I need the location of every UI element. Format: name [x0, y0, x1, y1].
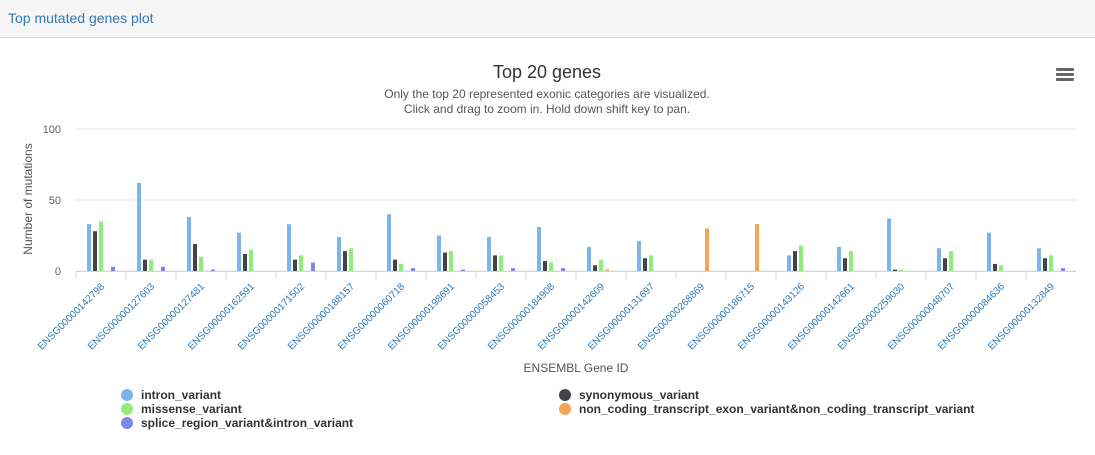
- bar[interactable]: [1049, 255, 1053, 271]
- bar[interactable]: [899, 269, 903, 271]
- bar[interactable]: [511, 268, 515, 271]
- bar[interactable]: [837, 246, 841, 271]
- bar[interactable]: [411, 268, 415, 271]
- bar[interactable]: [543, 261, 547, 271]
- y-tick-label: 0: [55, 266, 61, 278]
- bar[interactable]: [461, 269, 465, 271]
- panel-title-link[interactable]: Top mutated genes plot: [8, 10, 154, 26]
- bar[interactable]: [787, 255, 791, 271]
- bar[interactable]: [311, 262, 315, 271]
- bar[interactable]: [887, 218, 891, 271]
- bar-chart[interactable]: Top 20 genes Only the top 20 represented…: [0, 39, 1095, 450]
- bar[interactable]: [237, 232, 241, 271]
- bar[interactable]: [943, 258, 947, 271]
- bar[interactable]: [793, 251, 797, 271]
- bar[interactable]: [161, 266, 165, 271]
- bar[interactable]: [143, 259, 147, 271]
- chart-container[interactable]: Top 20 genes Only the top 20 represented…: [0, 39, 1095, 450]
- bar[interactable]: [299, 255, 303, 271]
- bar[interactable]: [537, 226, 541, 271]
- bar[interactable]: [137, 182, 141, 271]
- legend-item[interactable]: intron_variant: [121, 388, 221, 402]
- bar[interactable]: [187, 217, 191, 271]
- y-tick-label: 100: [43, 124, 61, 136]
- bar[interactable]: [87, 224, 91, 271]
- bar[interactable]: [387, 214, 391, 271]
- bar[interactable]: [199, 256, 203, 271]
- bar[interactable]: [605, 269, 609, 271]
- bar[interactable]: [111, 266, 115, 271]
- bar[interactable]: [799, 245, 803, 271]
- bar[interactable]: [637, 241, 641, 271]
- legend-symbol: [121, 389, 133, 401]
- bar[interactable]: [1061, 268, 1065, 271]
- bar[interactable]: [149, 259, 153, 271]
- bar[interactable]: [487, 236, 491, 271]
- bar[interactable]: [593, 265, 597, 271]
- legend-item[interactable]: non_coding_transcript_exon_variant&non_c…: [559, 402, 974, 416]
- bar[interactable]: [349, 248, 353, 271]
- bar[interactable]: [449, 251, 453, 271]
- bar[interactable]: [211, 269, 215, 271]
- chart-subtitle-line-1: Only the top 20 represented exonic categ…: [384, 87, 710, 101]
- bar[interactable]: [287, 224, 291, 271]
- bar[interactable]: [399, 263, 403, 271]
- chart-subtitle-line-2: Click and drag to zoom in. Hold down shi…: [404, 102, 690, 116]
- bar[interactable]: [1043, 258, 1047, 271]
- bar[interactable]: [949, 251, 953, 271]
- legend-label: missense_variant: [141, 402, 242, 416]
- bar[interactable]: [549, 262, 553, 271]
- bar[interactable]: [193, 244, 197, 271]
- bar[interactable]: [561, 268, 565, 271]
- bar[interactable]: [755, 224, 759, 271]
- bar[interactable]: [243, 253, 247, 271]
- bar[interactable]: [293, 259, 297, 271]
- bar[interactable]: [937, 248, 941, 271]
- legend-symbol: [121, 403, 133, 415]
- y-tick-label: 50: [49, 195, 61, 207]
- x-axis-title: ENSEMBL Gene ID: [524, 361, 629, 375]
- hamburger-menu-icon[interactable]: [1054, 66, 1076, 84]
- bar[interactable]: [343, 251, 347, 271]
- legend-symbol: [559, 403, 571, 415]
- bar[interactable]: [1037, 248, 1041, 271]
- bar[interactable]: [443, 252, 447, 271]
- bar[interactable]: [599, 259, 603, 271]
- legend-label: synonymous_variant: [579, 388, 699, 402]
- bar[interactable]: [893, 269, 897, 271]
- legend-symbol: [121, 417, 133, 429]
- bar[interactable]: [987, 232, 991, 271]
- bar[interactable]: [393, 259, 397, 271]
- bar[interactable]: [843, 258, 847, 271]
- legend-label: non_coding_transcript_exon_variant&non_c…: [579, 402, 974, 416]
- legend-label: intron_variant: [141, 388, 221, 402]
- bar[interactable]: [337, 236, 341, 271]
- bar[interactable]: [499, 255, 503, 271]
- bar[interactable]: [93, 231, 97, 271]
- legend-symbol: [559, 389, 571, 401]
- bar[interactable]: [587, 246, 591, 271]
- legend-item[interactable]: synonymous_variant: [559, 388, 699, 402]
- legend-item[interactable]: missense_variant: [121, 402, 242, 416]
- chart-title: Top 20 genes: [493, 62, 601, 82]
- bar[interactable]: [849, 251, 853, 271]
- legend-label: splice_region_variant&intron_variant: [141, 416, 353, 430]
- bar[interactable]: [99, 221, 103, 271]
- legend-item[interactable]: splice_region_variant&intron_variant: [121, 416, 353, 430]
- bar[interactable]: [249, 249, 253, 271]
- y-axis-title: Number of mutations: [21, 143, 35, 254]
- bar[interactable]: [649, 255, 653, 271]
- panel-header: Top mutated genes plot: [0, 0, 1095, 38]
- bar[interactable]: [493, 255, 497, 271]
- bar[interactable]: [705, 228, 709, 271]
- bar[interactable]: [999, 265, 1003, 271]
- bar[interactable]: [643, 258, 647, 271]
- bar[interactable]: [993, 263, 997, 271]
- bar[interactable]: [437, 235, 441, 272]
